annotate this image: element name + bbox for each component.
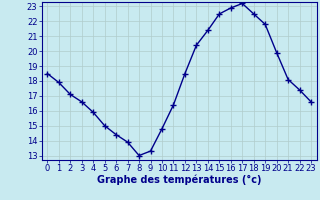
X-axis label: Graphe des températures (°c): Graphe des températures (°c) — [97, 175, 261, 185]
